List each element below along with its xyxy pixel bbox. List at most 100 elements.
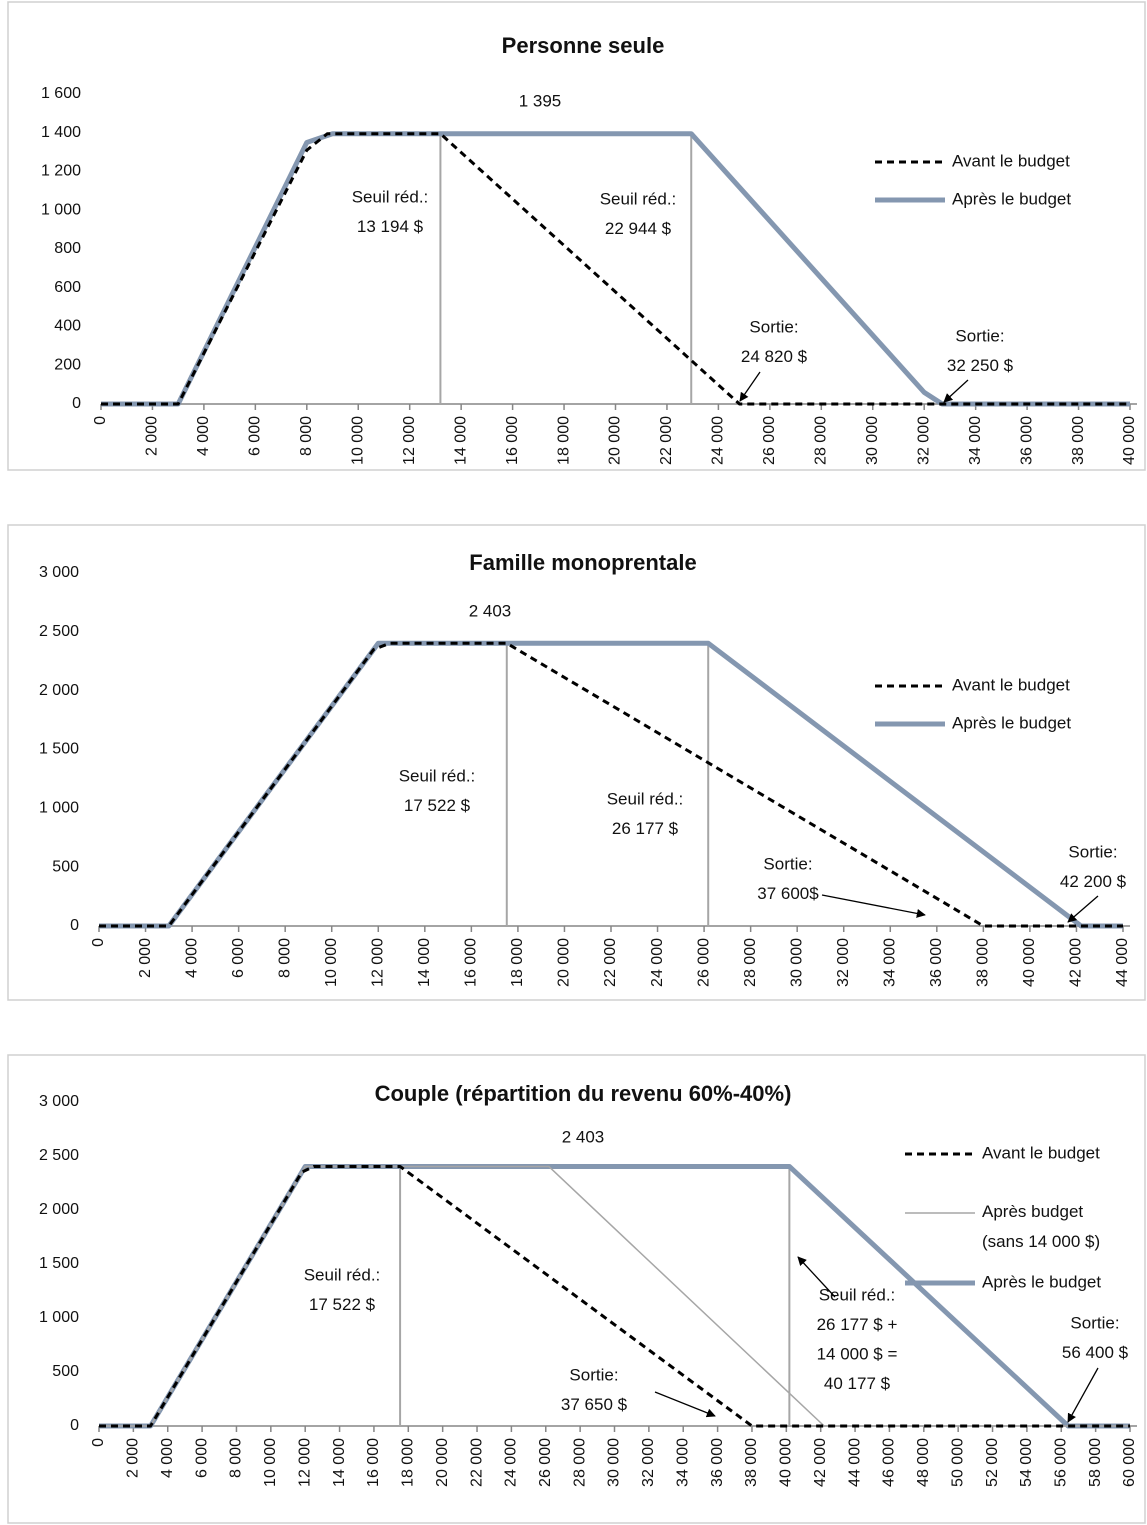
annotation-arrow — [797, 1256, 836, 1298]
legend-label: Après budget (sans 14 000 $) — [982, 1202, 1100, 1251]
annotation: Seuil réd.: — [399, 766, 476, 785]
x-tick-label: 22 000 — [602, 938, 619, 987]
y-tick-label: 3 000 — [39, 564, 79, 581]
series-line — [99, 1165, 1130, 1427]
x-tick-label: 42 000 — [812, 1438, 829, 1487]
x-tick-label: 24 000 — [503, 1438, 520, 1487]
x-tick-label: 44 000 — [1114, 938, 1131, 987]
annotation-arrow — [1067, 1367, 1099, 1423]
annotation: Seuil réd.: — [607, 789, 684, 808]
y-tick-label: 500 — [52, 858, 79, 875]
x-tick-label: 22 000 — [468, 1438, 485, 1487]
x-tick-label: 36 000 — [1018, 416, 1035, 465]
panel — [7, 1054, 1146, 1524]
series-line — [99, 1164, 1130, 1428]
x-tick-label: 2 000 — [125, 1438, 142, 1478]
x-tick-label: 28 000 — [571, 1438, 588, 1487]
y-tick-label: 600 — [54, 279, 81, 296]
x-tick-label: 18 000 — [400, 1438, 417, 1487]
x-tick-label: 16 000 — [463, 938, 480, 987]
x-tick-label: 26 000 — [695, 938, 712, 987]
x-tick-label: 38 000 — [975, 938, 992, 987]
x-tick-label: 48 000 — [915, 1438, 932, 1487]
annotation: 32 250 $ — [947, 356, 1014, 375]
x-tick-label: 6 000 — [193, 1438, 210, 1478]
y-tick-label: 1 400 — [41, 124, 81, 141]
x-tick-label: 52 000 — [984, 1438, 1001, 1487]
x-tick-label: 10 000 — [323, 938, 340, 987]
plateau-label: 2 403 — [469, 601, 512, 620]
x-tick-label: 8 000 — [276, 938, 293, 978]
panel — [7, 524, 1146, 1001]
annotation: 13 194 $ — [357, 217, 424, 236]
plateau-label: 1 395 — [519, 91, 562, 110]
annotation: Sortie: — [749, 317, 798, 336]
annotation: 26 177 $ + — [817, 1315, 898, 1334]
x-tick-label: 16 000 — [504, 416, 521, 465]
annotation: 37 600$ — [757, 884, 819, 903]
series-line — [99, 640, 1123, 929]
x-tick-label: 28 000 — [813, 416, 830, 465]
x-tick-label: 34 000 — [967, 416, 984, 465]
x-tick-label: 20 000 — [434, 1438, 451, 1487]
y-tick-label: 0 — [70, 1417, 79, 1434]
x-tick-label: 20 000 — [556, 938, 573, 987]
annotation: 22 944 $ — [605, 219, 672, 238]
x-tick-label: 42 000 — [1068, 938, 1085, 987]
x-tick-label: 10 000 — [349, 416, 366, 465]
x-tick-label: 30 000 — [864, 416, 881, 465]
x-tick-label: 20 000 — [607, 416, 624, 465]
annotation: 37 650 $ — [561, 1395, 628, 1414]
legend-label: Après le budget — [952, 189, 1071, 208]
x-tick-label: 4 000 — [195, 416, 212, 456]
x-tick-label: 58 000 — [1087, 1438, 1104, 1487]
y-tick-label: 1 500 — [39, 1255, 79, 1272]
annotation: 14 000 $ = — [817, 1344, 898, 1363]
annotation-arrow — [739, 371, 761, 402]
x-tick-label: 0 — [90, 1438, 107, 1447]
annotation: Sortie: — [955, 326, 1004, 345]
x-tick-label: 0 — [90, 938, 107, 947]
x-tick-label: 34 000 — [881, 938, 898, 987]
y-tick-label: 3 000 — [39, 1093, 79, 1110]
annotation: Sortie: — [1068, 842, 1117, 861]
annotation: Sortie: — [569, 1365, 618, 1384]
legend-label: Après le budget — [982, 1272, 1101, 1291]
y-tick-label: 1 000 — [39, 1309, 79, 1326]
x-tick-label: 24 000 — [710, 416, 727, 465]
y-tick-label: 0 — [72, 395, 81, 412]
y-tick-label: 1 600 — [41, 85, 81, 102]
annotation: 42 200 $ — [1060, 872, 1127, 891]
x-tick-label: 38 000 — [743, 1438, 760, 1487]
y-tick-label: 200 — [54, 356, 81, 373]
y-tick-label: 2 500 — [39, 623, 79, 640]
chart-title: Couple (répartition du revenu 60%-40%) — [375, 1081, 792, 1106]
y-tick-label: 1 500 — [39, 741, 79, 758]
legend-label: Avant le budget — [952, 151, 1070, 170]
y-tick-label: 2 500 — [39, 1147, 79, 1164]
x-tick-label: 44 000 — [846, 1438, 863, 1487]
legend-label: Après le budget — [952, 713, 1071, 732]
x-tick-label: 14 000 — [331, 1438, 348, 1487]
annotation-arrow — [1067, 895, 1099, 923]
x-tick-label: 60 000 — [1121, 1438, 1138, 1487]
annotation: Sortie: — [1070, 1313, 1119, 1332]
x-tick-label: 24 000 — [649, 938, 666, 987]
annotation: Seuil réd.: — [352, 187, 429, 206]
annotation-arrow — [654, 1391, 716, 1418]
x-tick-label: 14 000 — [416, 938, 433, 987]
x-tick-label: 0 — [92, 416, 109, 425]
x-tick-label: 30 000 — [606, 1438, 623, 1487]
annotation-arrow — [943, 379, 969, 403]
series-line — [99, 641, 1123, 928]
annotation: Seuil réd.: — [819, 1285, 896, 1304]
x-tick-label: 40 000 — [1021, 938, 1038, 987]
x-tick-label: 36 000 — [709, 1438, 726, 1487]
x-tick-label: 6 000 — [247, 416, 264, 456]
x-tick-label: 26 000 — [537, 1438, 554, 1487]
annotation: Sortie: — [763, 854, 812, 873]
y-tick-label: 1 000 — [39, 800, 79, 817]
x-tick-label: 28 000 — [742, 938, 759, 987]
annotation: Seuil réd.: — [600, 189, 677, 208]
x-tick-label: 32 000 — [915, 416, 932, 465]
